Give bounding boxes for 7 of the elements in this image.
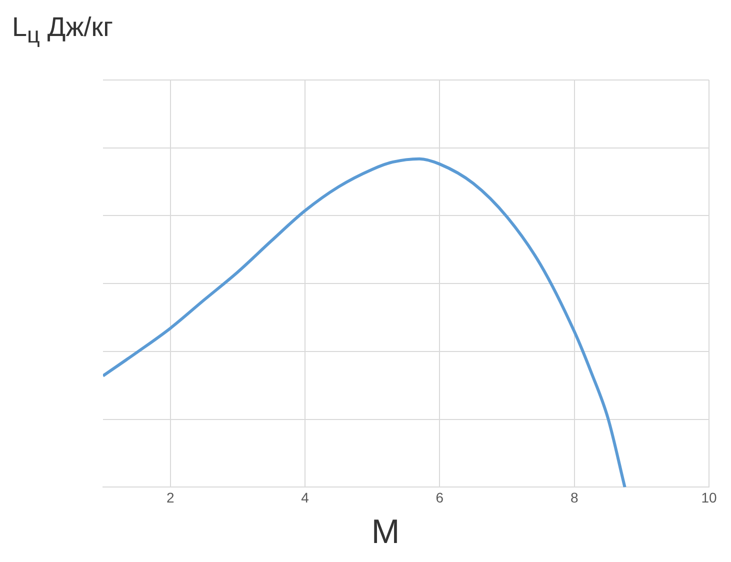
x-tick-label: 2 [166,489,174,506]
x-axis-title: M [370,513,401,552]
y-axis-title: L$_{ц}$ Дж/кг [12,12,113,48]
x-tick-label: 4 [301,489,310,506]
x-tick-label: 6 [436,489,444,506]
x-tick-label: 8 [570,489,578,506]
x-tick-label: 10 [701,489,717,506]
